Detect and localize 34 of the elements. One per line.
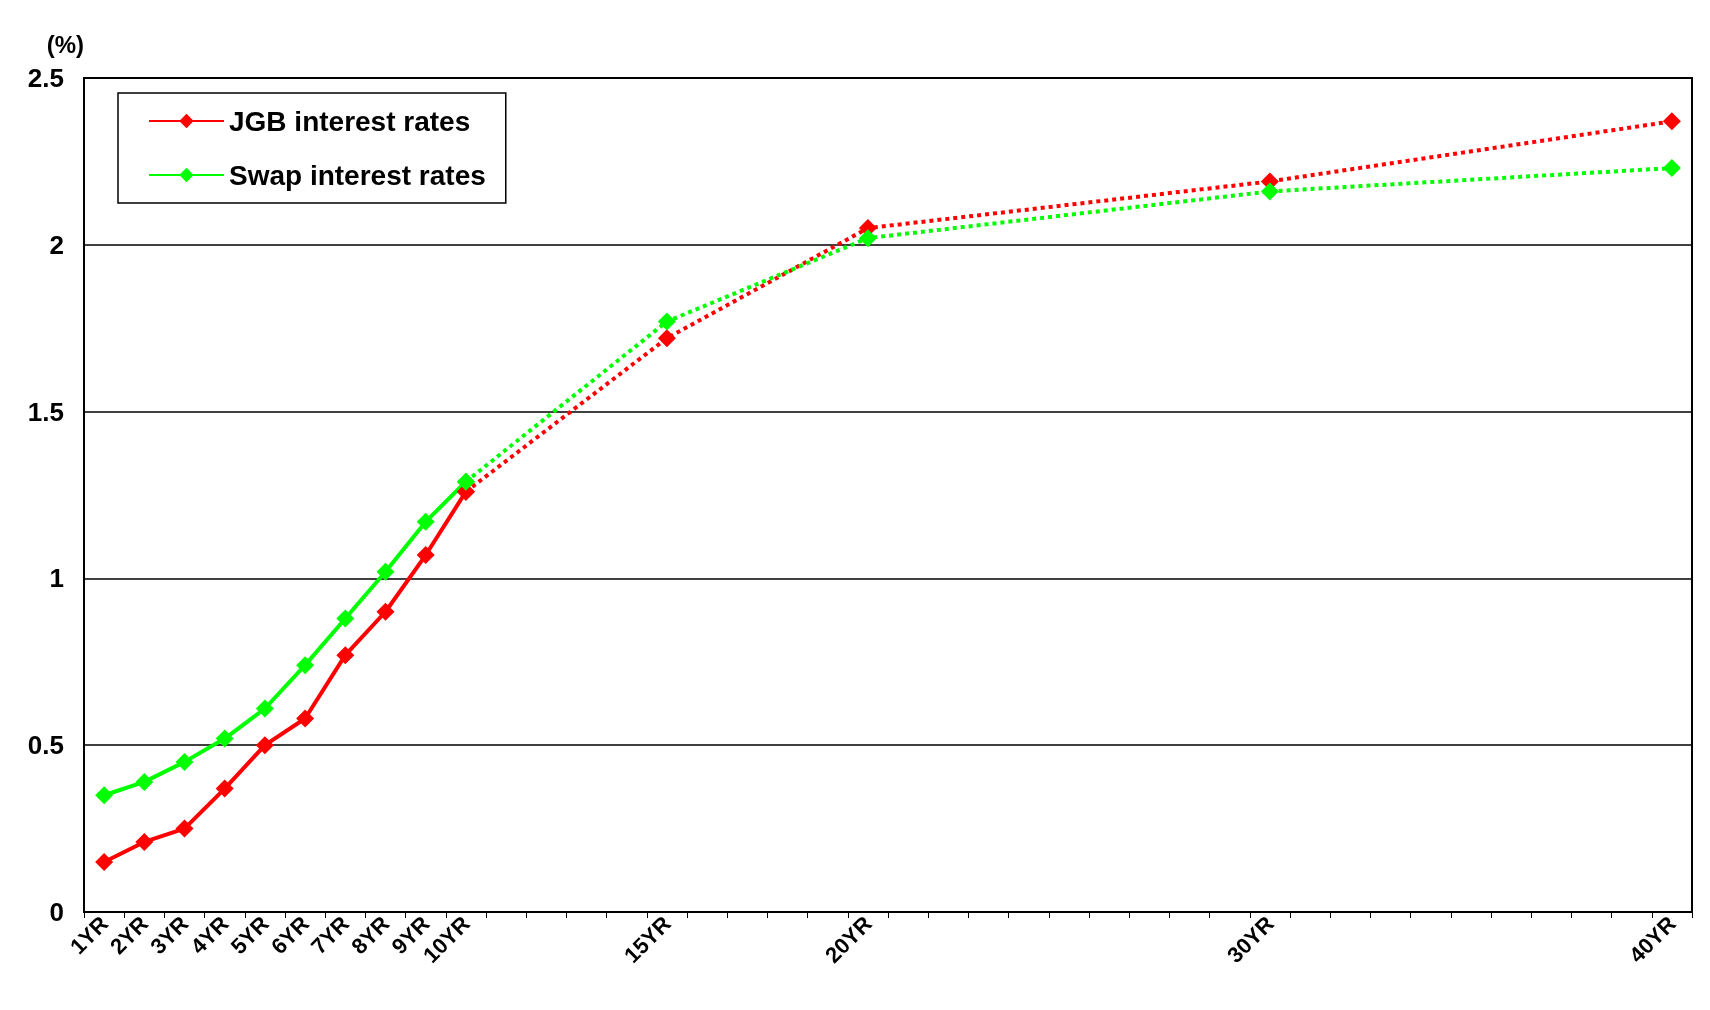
point (135, 772, 154, 791)
point (175, 752, 194, 771)
point (858, 229, 877, 248)
y-tick-label: 1.5 (27, 396, 64, 427)
point (296, 656, 315, 675)
y-tick-label: 1 (49, 563, 64, 594)
point (376, 562, 395, 581)
point (336, 609, 355, 628)
point (1662, 159, 1681, 178)
y-tick-label: 2 (49, 229, 64, 260)
point (215, 779, 234, 798)
point (135, 832, 154, 851)
point (95, 786, 114, 805)
point (215, 729, 234, 748)
point (416, 512, 435, 531)
y-tick-label: 2.5 (27, 63, 64, 93)
y-tick-label: 0 (49, 897, 64, 927)
point (255, 736, 274, 755)
point (456, 472, 475, 491)
point (376, 602, 395, 621)
point (1662, 112, 1681, 131)
y-axis-title: (%) (46, 30, 84, 58)
legend-label: JGB interest rates (229, 105, 471, 137)
point (416, 546, 435, 565)
point (657, 329, 676, 348)
point (95, 852, 114, 871)
point (1260, 182, 1279, 201)
point (336, 646, 355, 665)
point (296, 709, 315, 728)
point (175, 819, 194, 838)
point (657, 312, 676, 331)
point (255, 699, 274, 718)
legend-label: Swap interest rates (229, 159, 486, 191)
y-tick-label: 0.5 (27, 730, 64, 761)
